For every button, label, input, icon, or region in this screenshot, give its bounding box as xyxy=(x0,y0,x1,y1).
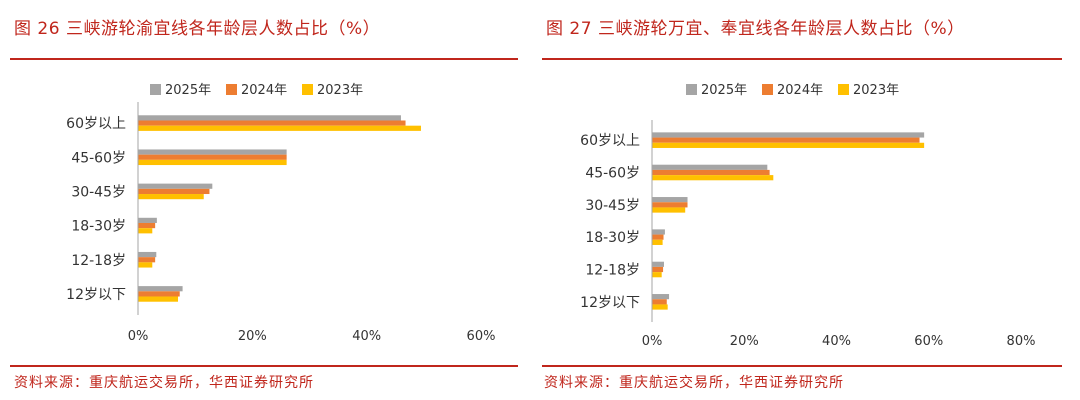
bar xyxy=(652,142,925,148)
x-tick-label: 0% xyxy=(128,329,149,344)
category-label: 60岁以上 xyxy=(66,116,126,132)
bar xyxy=(652,202,688,208)
x-tick-label: 20% xyxy=(238,329,267,344)
bar xyxy=(138,296,179,302)
legend-swatch xyxy=(226,84,237,95)
x-tick-label: 40% xyxy=(822,334,851,349)
source-rule xyxy=(10,365,518,367)
bar xyxy=(138,194,204,200)
figure-27-panel: 图 27 三峡游轮万宜、奉宜线各年龄层人数占比（%） 2025年 2024年 202… xyxy=(540,0,1080,400)
bar xyxy=(652,266,664,273)
bar xyxy=(652,239,663,245)
bar xyxy=(652,175,774,181)
legend-swatch xyxy=(302,84,313,95)
bar xyxy=(138,120,406,126)
x-tick-label: 60% xyxy=(914,334,943,349)
source-rule xyxy=(542,365,1062,367)
bar xyxy=(652,137,920,143)
legend-label: 2023年 xyxy=(317,83,363,98)
legend-swatch xyxy=(686,84,697,95)
legend-label: 2024年 xyxy=(241,83,287,98)
title-rule xyxy=(10,58,518,60)
category-label: 60岁以上 xyxy=(580,133,640,149)
x-tick-label: 0% xyxy=(642,334,663,349)
source-note: 资料来源：重庆航运交易所，华西证券研究所 xyxy=(544,375,844,391)
bar xyxy=(138,262,153,268)
bar xyxy=(138,217,157,223)
category-label: 12岁以下 xyxy=(66,287,126,303)
bar xyxy=(138,222,156,229)
bar xyxy=(652,294,670,300)
bar xyxy=(652,234,664,240)
bar xyxy=(138,228,153,234)
bar xyxy=(652,272,662,278)
bar xyxy=(138,183,213,189)
bar xyxy=(652,207,686,213)
bar xyxy=(138,188,210,195)
category-label: 12-18岁 xyxy=(71,253,126,269)
bar xyxy=(652,164,768,170)
bar xyxy=(138,115,401,121)
category-label: 12岁以下 xyxy=(580,295,640,311)
figure-title: 图 26 三峡游轮渝宜线各年龄层人数占比（%） xyxy=(14,19,381,39)
category-label: 30-45岁 xyxy=(585,198,640,214)
x-tick-label: 80% xyxy=(1007,334,1036,349)
bar xyxy=(138,125,421,131)
category-label: 18-30岁 xyxy=(71,219,126,235)
category-label: 45-60岁 xyxy=(71,150,126,166)
bar xyxy=(138,251,157,258)
legend-swatch xyxy=(838,84,849,95)
category-label: 45-60岁 xyxy=(585,166,640,182)
category-label: 12-18岁 xyxy=(585,263,640,279)
figure-26-panel: 图 26 三峡游轮渝宜线各年龄层人数占比（%） 2025年 2024年 2023年 6… xyxy=(0,0,530,400)
legend-label: 2025年 xyxy=(165,83,211,98)
legend-label: 2023年 xyxy=(853,83,899,98)
bar xyxy=(652,197,688,203)
bar xyxy=(652,169,770,176)
bar xyxy=(652,132,925,138)
age-distribution-bar-chart: 2025年 2024年 2023年 60岁以上 45-60岁 30-45岁 18-30岁 12… xyxy=(66,83,496,344)
legend-label: 2024年 xyxy=(777,83,823,98)
bar xyxy=(138,291,180,297)
x-tick-label: 40% xyxy=(352,329,381,344)
bar xyxy=(138,149,287,155)
bar xyxy=(652,304,668,310)
figure-title: 图 27 三峡游轮万宜、奉宜线各年龄层人数占比（%） xyxy=(546,19,965,39)
legend-swatch xyxy=(762,84,773,95)
bar xyxy=(652,229,665,235)
bar xyxy=(138,257,156,263)
x-tick-label: 20% xyxy=(730,334,759,349)
age-distribution-bar-chart: 2025年 2024年 2023年 60岁以上 45-60岁 30-45岁 18-30岁 12… xyxy=(580,83,1036,349)
title-rule xyxy=(542,58,1062,60)
category-label: 30-45岁 xyxy=(71,184,126,200)
source-note: 资料来源：重庆航运交易所，华西证券研究所 xyxy=(14,375,314,391)
legend-label: 2025年 xyxy=(701,83,747,98)
bar xyxy=(652,299,667,305)
legend-swatch xyxy=(150,84,161,95)
bar xyxy=(138,159,287,166)
x-tick-label: 60% xyxy=(467,329,496,344)
bar xyxy=(138,286,183,292)
bar xyxy=(652,261,664,267)
category-label: 18-30岁 xyxy=(585,230,640,246)
bar xyxy=(138,154,287,160)
